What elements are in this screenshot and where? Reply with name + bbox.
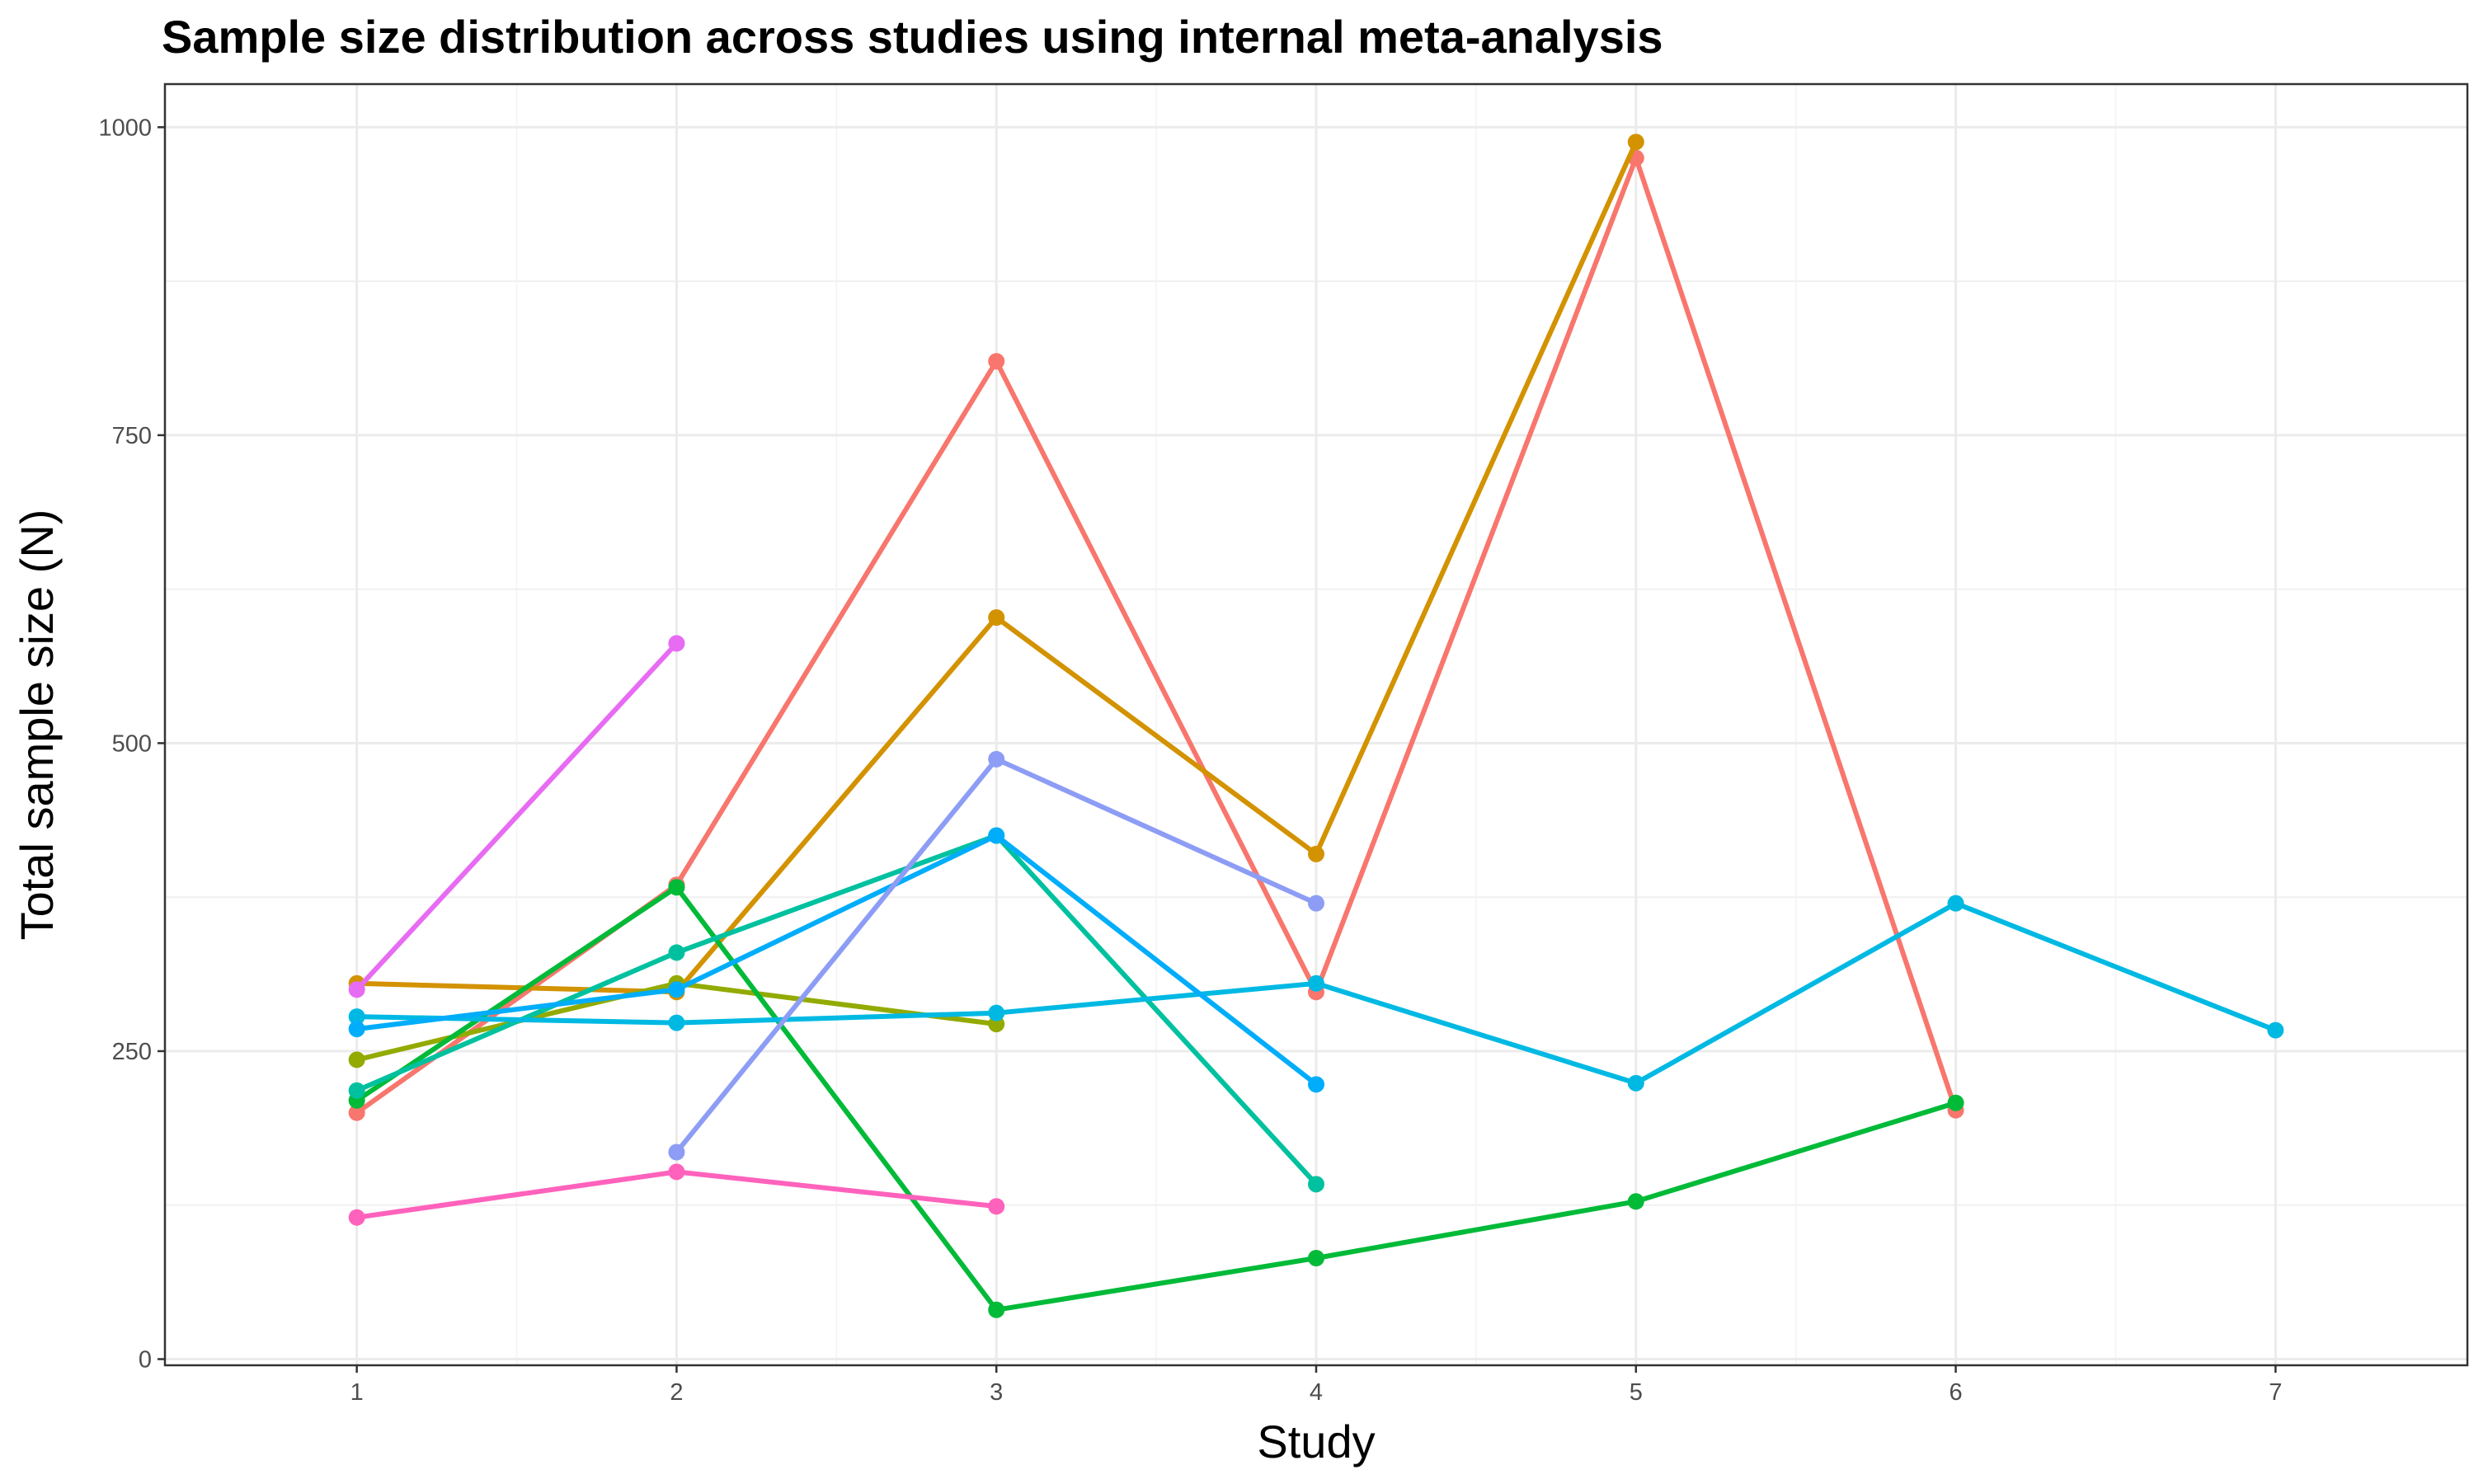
series-7 bbox=[348, 827, 1324, 1093]
axes: 0 250 500 750 1000 1 2 3 4 5 6 7 bbox=[98, 115, 2282, 1406]
data-point bbox=[1308, 1176, 1324, 1193]
y-tick-label: 750 bbox=[112, 423, 152, 449]
x-tick-label: 5 bbox=[1630, 1379, 1643, 1406]
data-point bbox=[668, 981, 685, 998]
y-tick-label: 0 bbox=[139, 1347, 152, 1374]
y-tick-label: 1000 bbox=[98, 115, 152, 141]
data-point bbox=[348, 1021, 365, 1038]
data-point bbox=[1308, 1076, 1324, 1093]
series-8 bbox=[668, 750, 1324, 1161]
data-point bbox=[988, 1301, 1005, 1318]
grid-lines bbox=[165, 84, 2467, 1365]
data-point bbox=[1627, 1193, 1644, 1210]
data-point bbox=[988, 353, 1005, 370]
series-line bbox=[354, 641, 680, 993]
data-point bbox=[988, 1198, 1005, 1215]
x-tick-label: 3 bbox=[990, 1379, 1003, 1406]
data-point bbox=[348, 1008, 365, 1026]
data-point bbox=[988, 1004, 1005, 1021]
data-point bbox=[668, 879, 685, 896]
x-tick-label: 6 bbox=[1949, 1379, 1962, 1406]
data-point bbox=[348, 981, 365, 998]
data-series bbox=[348, 134, 2284, 1318]
y-tick-label: 250 bbox=[112, 1039, 152, 1065]
y-axis-title: Total sample size (N) bbox=[11, 510, 63, 941]
data-point bbox=[668, 1014, 685, 1031]
data-point bbox=[1947, 1094, 1964, 1111]
x-tick-label: 4 bbox=[1310, 1379, 1323, 1406]
series-10 bbox=[348, 1163, 1005, 1226]
series-4 bbox=[348, 879, 1964, 1318]
series-9 bbox=[348, 635, 685, 998]
data-point bbox=[1308, 974, 1324, 992]
data-point bbox=[668, 1144, 685, 1161]
data-point bbox=[1308, 1250, 1324, 1267]
data-point bbox=[1627, 134, 1644, 151]
data-point bbox=[668, 635, 685, 652]
x-axis-title: Study bbox=[1257, 1416, 1375, 1468]
data-point bbox=[2267, 1021, 2284, 1039]
data-point bbox=[1308, 845, 1324, 862]
series-line bbox=[354, 833, 1319, 1087]
data-point bbox=[1627, 1074, 1644, 1092]
series-line bbox=[354, 885, 1959, 1313]
data-point bbox=[348, 1082, 365, 1099]
series-6 bbox=[348, 895, 2284, 1092]
x-tick-label: 2 bbox=[670, 1379, 683, 1406]
x-tick-label: 7 bbox=[2269, 1379, 2282, 1406]
data-point bbox=[988, 750, 1005, 768]
data-point bbox=[348, 1104, 365, 1121]
chart-title: Sample size distribution across studies … bbox=[162, 11, 1663, 63]
data-point bbox=[1308, 895, 1324, 912]
y-tick-label: 500 bbox=[112, 730, 152, 757]
x-tick-label: 1 bbox=[350, 1379, 364, 1406]
data-point bbox=[668, 1163, 685, 1181]
data-point bbox=[348, 1209, 365, 1226]
data-point bbox=[1947, 895, 1964, 912]
data-point bbox=[988, 609, 1005, 627]
data-point bbox=[668, 944, 685, 961]
data-point bbox=[988, 827, 1005, 844]
data-point bbox=[348, 1051, 365, 1068]
